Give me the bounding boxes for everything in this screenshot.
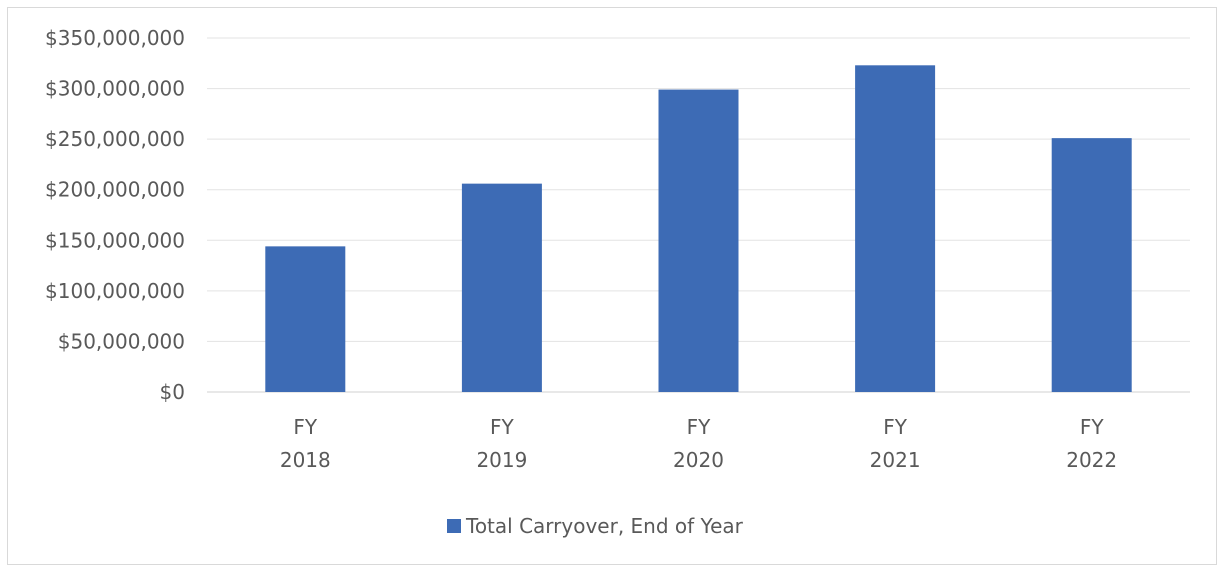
y-tick-label: $350,000,000 <box>45 26 185 50</box>
y-tick-label: $150,000,000 <box>45 228 185 252</box>
legend-swatch <box>447 519 461 533</box>
chart-frame <box>7 7 1217 565</box>
bars <box>265 65 1132 393</box>
y-tick-label: $200,000,000 <box>45 178 185 202</box>
y-tick-label: $250,000,000 <box>45 127 185 151</box>
x-tick-label: FY <box>1080 415 1105 439</box>
bar <box>265 246 346 392</box>
y-tick-label: $100,000,000 <box>45 279 185 303</box>
x-tick-label: 2019 <box>476 448 527 472</box>
x-tick-label: FY <box>687 415 712 439</box>
x-tick-label: 2020 <box>673 448 724 472</box>
x-tick-label: 2018 <box>280 448 331 472</box>
y-axis-tick-labels: $0 $50,000,000 $100,000,000 $150,000,000 $20… <box>45 26 185 404</box>
bar <box>855 65 936 393</box>
bar <box>461 183 542 392</box>
x-tick-label: FY <box>883 415 908 439</box>
y-tick-label: $50,000,000 <box>58 329 185 353</box>
legend-label: Total Carryover, End of Year <box>465 514 744 538</box>
x-tick-label: FY <box>490 415 515 439</box>
x-tick-label: 2022 <box>1066 448 1117 472</box>
bar <box>658 89 739 392</box>
bar <box>1051 138 1132 392</box>
y-tick-label: $300,000,000 <box>45 77 185 101</box>
x-axis-tick-labels: FY 2018 FY 2019 FY 2020 FY 2021 FY 2022 <box>280 415 1117 472</box>
y-tick-label: $0 <box>160 380 185 404</box>
legend: Total Carryover, End of Year <box>447 514 744 538</box>
x-tick-label: FY <box>293 415 318 439</box>
x-tick-label: 2021 <box>870 448 921 472</box>
